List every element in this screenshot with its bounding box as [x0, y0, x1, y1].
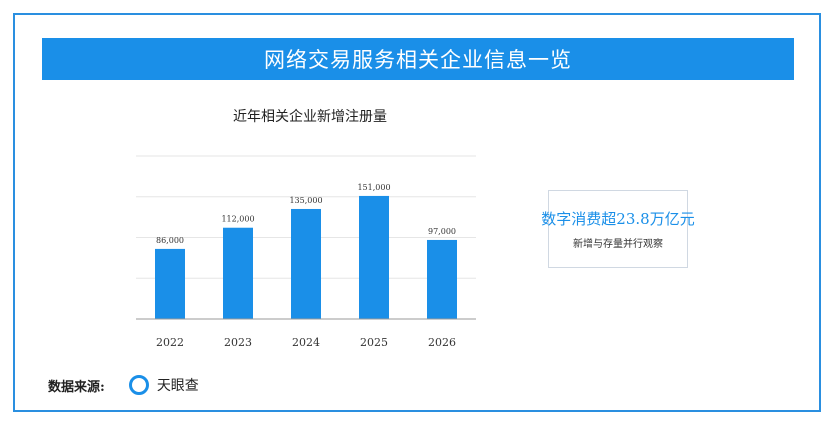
bar [223, 227, 253, 319]
source-name[interactable]: 天眼查 [156, 378, 199, 394]
data-source: 数据来源: 天眼查 [48, 374, 199, 396]
x-tick-label: 2022 [156, 336, 184, 349]
data-label: 86,000 [156, 236, 184, 245]
data-label: 135,000 [289, 196, 322, 205]
x-tick-label: 2024 [292, 336, 320, 349]
bar [359, 195, 389, 319]
x-tick-label: 2026 [428, 336, 456, 349]
page-title: 网络交易服务相关企业信息一览 [264, 48, 572, 72]
bar [155, 248, 185, 319]
page-title-banner: 网络交易服务相关企业信息一览 [42, 38, 794, 80]
data-label: 97,000 [428, 227, 456, 236]
x-tick-label: 2023 [224, 336, 252, 349]
chart-title: 近年相关企业新增注册量 [233, 109, 387, 125]
bar [291, 208, 321, 319]
bar [427, 239, 457, 319]
data-label: 151,000 [357, 183, 390, 192]
x-tick-label: 2025 [360, 336, 388, 349]
ring-icon [128, 375, 149, 395]
data-label: 112,000 [221, 215, 254, 224]
source-label: 数据来源: [48, 379, 105, 395]
outer-frame [13, 13, 821, 412]
stat-subtitle: 新增与存量并行观察 [573, 239, 663, 250]
stat-value: 数字消费超23.8万亿元 [541, 210, 695, 228]
stat-card: 数字消费超23.8万亿元 新增与存量并行观察 [541, 190, 695, 268]
